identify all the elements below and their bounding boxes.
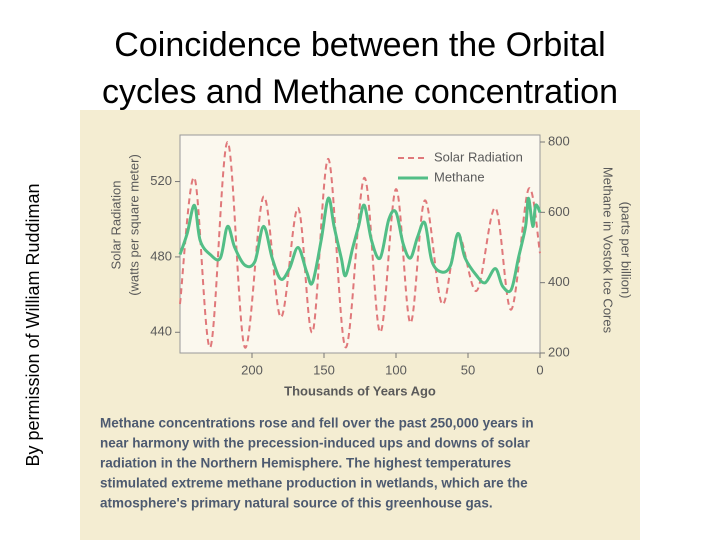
legend-label: Methane — [434, 169, 485, 184]
y2-tick-label: 200 — [548, 344, 570, 359]
series-line — [178, 196, 542, 294]
slide-title: cycles and Methane concentration — [102, 73, 618, 111]
x-tick-label: 150 — [313, 362, 335, 377]
x-tick-label: 200 — [241, 362, 263, 377]
y2-tick-label: 600 — [548, 204, 570, 219]
caption-line: Methane concentrations rose and fell ove… — [100, 416, 534, 431]
x-tick-label: 100 — [385, 362, 407, 377]
slide-title: Coincidence between the Orbital — [114, 26, 605, 64]
y2-axis-title: (parts per billion) — [619, 202, 634, 299]
legend-label: Solar Radiation — [434, 149, 523, 164]
y-axis-title: Solar Radiation — [108, 181, 123, 270]
y-tick-label: 520 — [150, 173, 172, 188]
y2-tick-label: 800 — [548, 133, 570, 148]
caption-line: radiation in the Northern Hemisphere. Th… — [100, 456, 511, 471]
caption-line: stimulated extreme methane production in… — [100, 476, 528, 491]
series-line — [179, 140, 541, 349]
x-tick-label: 50 — [461, 362, 475, 377]
caption-line: atmosphere's primary natural source of t… — [100, 496, 493, 511]
y-tick-label: 440 — [150, 324, 172, 339]
credit: By permission of William Ruddiman — [23, 183, 43, 466]
y2-tick-label: 400 — [548, 274, 570, 289]
y-axis-title: (watts per square meter) — [126, 154, 141, 296]
caption-line: near harmony with the precession-induced… — [100, 436, 531, 451]
y2-axis-title: Methane in Vostok Ice Cores — [601, 167, 616, 334]
x-axis-title: Thousands of Years Ago — [284, 383, 436, 398]
x-tick-label: 0 — [536, 362, 543, 377]
y-tick-label: 480 — [150, 248, 172, 263]
